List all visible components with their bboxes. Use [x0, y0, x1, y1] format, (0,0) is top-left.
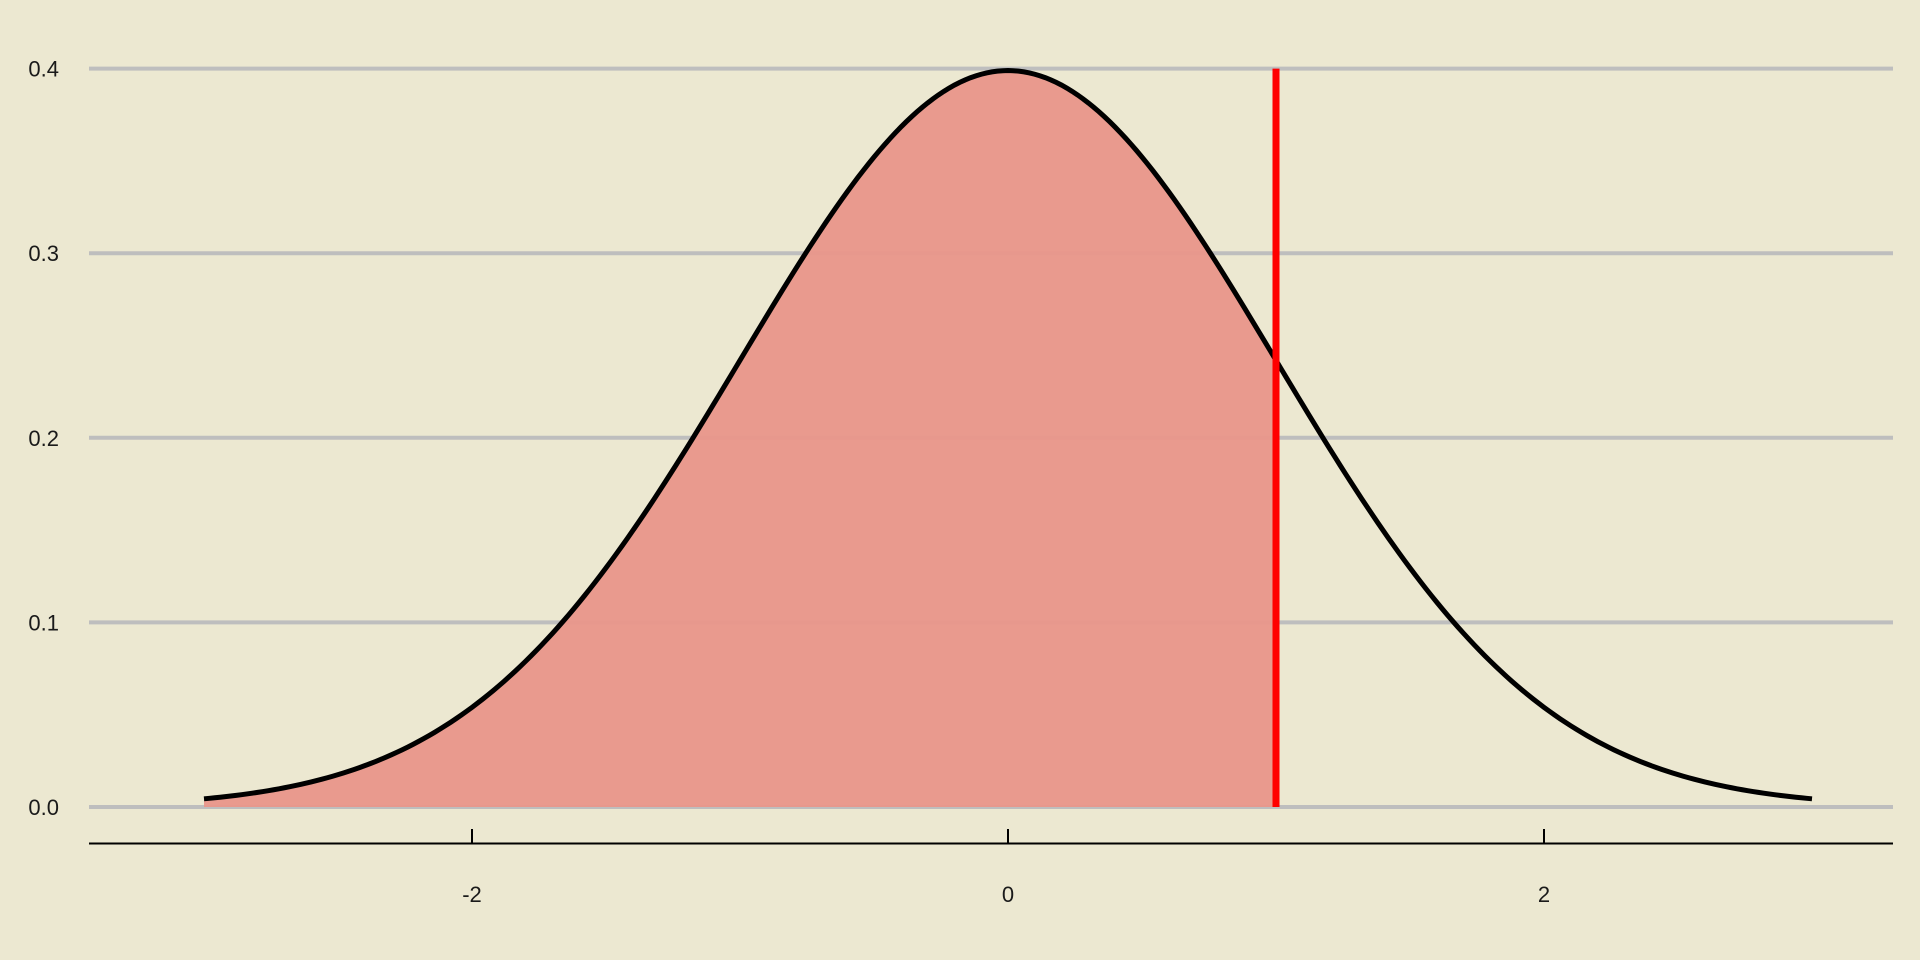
- y-tick-label: 0.2: [28, 426, 59, 451]
- y-tick-label: 0.3: [28, 241, 59, 266]
- y-axis-labels: 0.0 0.1 0.2 0.3 0.4: [28, 57, 59, 820]
- y-tick-label: 0.1: [28, 610, 59, 635]
- y-tick-label: 0.0: [28, 795, 59, 820]
- x-tick-label: 0: [1002, 882, 1014, 907]
- x-axis-ticks: -2 0 2: [462, 829, 1550, 907]
- x-tick-label: -2: [462, 882, 482, 907]
- y-tick-label: 0.4: [28, 57, 59, 82]
- density-curve: [203, 68, 1813, 802]
- shaded-area: [204, 70, 1276, 807]
- x-tick-label: 2: [1538, 882, 1550, 907]
